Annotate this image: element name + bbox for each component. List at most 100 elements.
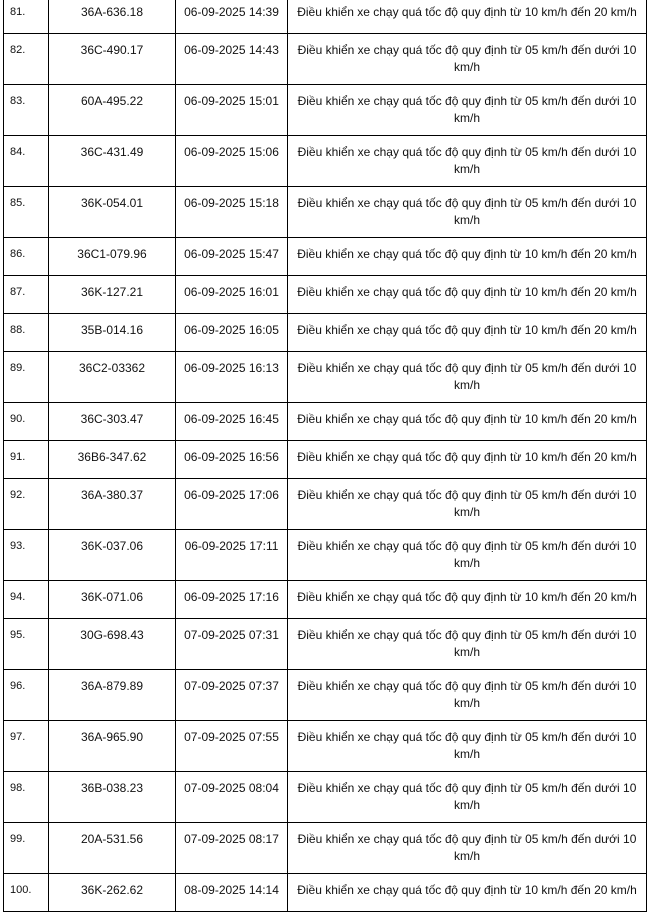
violation-time: 06-09-2025 17:11	[175, 529, 288, 581]
license-plate: 36B-038.23	[48, 771, 176, 823]
violation-time: 06-09-2025 15:01	[175, 84, 288, 136]
violation-time: 06-09-2025 16:13	[175, 351, 288, 403]
license-plate: 36C-303.47	[48, 402, 176, 441]
license-plate: 36B6-347.62	[48, 440, 176, 479]
row-number: 99.	[3, 822, 49, 874]
row-number: 97.	[3, 720, 49, 772]
table-row: 92. 36A-380.37 06-09-2025 17:06 Điều khiển …	[3, 478, 647, 530]
violation-description: Điều khiển xe chạy quá tốc độ quy định t…	[287, 440, 647, 479]
table-row: 99. 20A-531.56 07-09-2025 08:17 Điều khiển …	[3, 822, 647, 874]
row-number: 86.	[3, 237, 49, 276]
row-number: 100.	[3, 873, 49, 912]
violation-description: Điều khiển xe chạy quá tốc độ quy định t…	[287, 402, 647, 441]
violation-description: Điều khiển xe chạy quá tốc độ quy định t…	[287, 529, 647, 581]
license-plate: 30G-698.43	[48, 618, 176, 670]
row-number: 95.	[3, 618, 49, 670]
violation-time: 06-09-2025 17:16	[175, 580, 288, 619]
license-plate: 60A-495.22	[48, 84, 176, 136]
violation-description: Điều khiển xe chạy quá tốc độ quy định t…	[287, 351, 647, 403]
row-number: 88.	[3, 313, 49, 352]
license-plate: 36C2-03362	[48, 351, 176, 403]
violation-time: 08-09-2025 14:14	[175, 873, 288, 912]
license-plate: 36A-965.90	[48, 720, 176, 772]
license-plate: 20A-531.56	[48, 822, 176, 874]
row-number: 92.	[3, 478, 49, 530]
violation-description: Điều khiển xe chạy quá tốc độ quy định t…	[287, 618, 647, 670]
row-number: 98.	[3, 771, 49, 823]
table-row: 94. 36K-071.06 06-09-2025 17:16 Điều khiển …	[3, 580, 647, 619]
license-plate: 36K-262.62	[48, 873, 176, 912]
row-number: 87.	[3, 275, 49, 314]
violation-time: 06-09-2025 15:06	[175, 135, 288, 187]
license-plate: 36C1-079.96	[48, 237, 176, 276]
violation-description: Điều khiển xe chạy quá tốc độ quy định t…	[287, 33, 647, 85]
table-row: 82. 36C-490.17 06-09-2025 14:43 Điều khiển …	[3, 33, 647, 85]
violation-description: Điều khiển xe chạy quá tốc độ quy định t…	[287, 580, 647, 619]
violation-time: 06-09-2025 14:39	[175, 0, 288, 34]
license-plate: 36C-431.49	[48, 135, 176, 187]
row-number: 89.	[3, 351, 49, 403]
violation-description: Điều khiển xe chạy quá tốc độ quy định t…	[287, 313, 647, 352]
license-plate: 36K-071.06	[48, 580, 176, 619]
violation-time: 06-09-2025 17:06	[175, 478, 288, 530]
table-row: 86. 36C1-079.96 06-09-2025 15:47 Điều khiển…	[3, 237, 647, 276]
table-row: 100. 36K-262.62 08-09-2025 14:14 Điều khiển…	[3, 873, 647, 912]
table-row: 84. 36C-431.49 06-09-2025 15:06 Điều khiển …	[3, 135, 647, 187]
violation-description: Điều khiển xe chạy quá tốc độ quy định t…	[287, 873, 647, 912]
table-row: 83. 60A-495.22 06-09-2025 15:01 Điều khiển …	[3, 84, 647, 136]
row-number: 83.	[3, 84, 49, 136]
violation-time: 06-09-2025 16:45	[175, 402, 288, 441]
violation-description: Điều khiển xe chạy quá tốc độ quy định t…	[287, 822, 647, 874]
license-plate: 36C-490.17	[48, 33, 176, 85]
table-row: 90. 36C-303.47 06-09-2025 16:45 Điều khiển …	[3, 402, 647, 441]
violation-description: Điều khiển xe chạy quá tốc độ quy định t…	[287, 135, 647, 187]
row-number: 96.	[3, 669, 49, 721]
violation-description: Điều khiển xe chạy quá tốc độ quy định t…	[287, 720, 647, 772]
violation-time: 06-09-2025 15:18	[175, 186, 288, 238]
license-plate: 36A-879.89	[48, 669, 176, 721]
table-row: 89. 36C2-03362 06-09-2025 16:13 Điều khiển …	[3, 351, 647, 403]
violation-description: Điều khiển xe chạy quá tốc độ quy định t…	[287, 771, 647, 823]
table-row: 81. 36A-636.18 06-09-2025 14:39 Điều khiển …	[3, 0, 647, 34]
violation-description: Điều khiển xe chạy quá tốc độ quy định t…	[287, 275, 647, 314]
license-plate: 35B-014.16	[48, 313, 176, 352]
table-row: 98. 36B-038.23 07-09-2025 08:04 Điều khiển …	[3, 771, 647, 823]
violation-time: 07-09-2025 08:17	[175, 822, 288, 874]
row-number: 93.	[3, 529, 49, 581]
row-number: 84.	[3, 135, 49, 187]
row-number: 91.	[3, 440, 49, 479]
violation-time: 06-09-2025 16:01	[175, 275, 288, 314]
violation-description: Điều khiển xe chạy quá tốc độ quy định t…	[287, 84, 647, 136]
table-row: 95. 30G-698.43 07-09-2025 07:31 Điều khiển …	[3, 618, 647, 670]
violation-time: 07-09-2025 08:04	[175, 771, 288, 823]
row-number: 81.	[3, 0, 49, 34]
table-row: 96. 36A-879.89 07-09-2025 07:37 Điều khiển …	[3, 669, 647, 721]
table-row: 85. 36K-054.01 06-09-2025 15:18 Điều khiển …	[3, 186, 647, 238]
license-plate: 36K-127.21	[48, 275, 176, 314]
violations-table: 81. 36A-636.18 06-09-2025 14:39 Điều khiển …	[3, 0, 647, 912]
table-row: 97. 36A-965.90 07-09-2025 07:55 Điều khiển …	[3, 720, 647, 772]
violation-time: 07-09-2025 07:31	[175, 618, 288, 670]
row-number: 85.	[3, 186, 49, 238]
violation-description: Điều khiển xe chạy quá tốc độ quy định t…	[287, 669, 647, 721]
violation-time: 06-09-2025 16:56	[175, 440, 288, 479]
violation-time: 07-09-2025 07:37	[175, 669, 288, 721]
table-row: 91. 36B6-347.62 06-09-2025 16:56 Điều khiển…	[3, 440, 647, 479]
violation-description: Điều khiển xe chạy quá tốc độ quy định t…	[287, 0, 647, 34]
row-number: 82.	[3, 33, 49, 85]
license-plate: 36A-380.37	[48, 478, 176, 530]
violation-description: Điều khiển xe chạy quá tốc độ quy định t…	[287, 237, 647, 276]
violations-table-body: 81. 36A-636.18 06-09-2025 14:39 Điều khiển …	[3, 0, 647, 912]
violation-description: Điều khiển xe chạy quá tốc độ quy định t…	[287, 186, 647, 238]
violation-time: 07-09-2025 07:55	[175, 720, 288, 772]
license-plate: 36K-037.06	[48, 529, 176, 581]
table-row: 88. 35B-014.16 06-09-2025 16:05 Điều khiển …	[3, 313, 647, 352]
violation-time: 06-09-2025 15:47	[175, 237, 288, 276]
license-plate: 36A-636.18	[48, 0, 176, 34]
row-number: 94.	[3, 580, 49, 619]
violation-time: 06-09-2025 14:43	[175, 33, 288, 85]
license-plate: 36K-054.01	[48, 186, 176, 238]
table-row: 87. 36K-127.21 06-09-2025 16:01 Điều khiển …	[3, 275, 647, 314]
table-row: 93. 36K-037.06 06-09-2025 17:11 Điều khiển …	[3, 529, 647, 581]
violation-time: 06-09-2025 16:05	[175, 313, 288, 352]
